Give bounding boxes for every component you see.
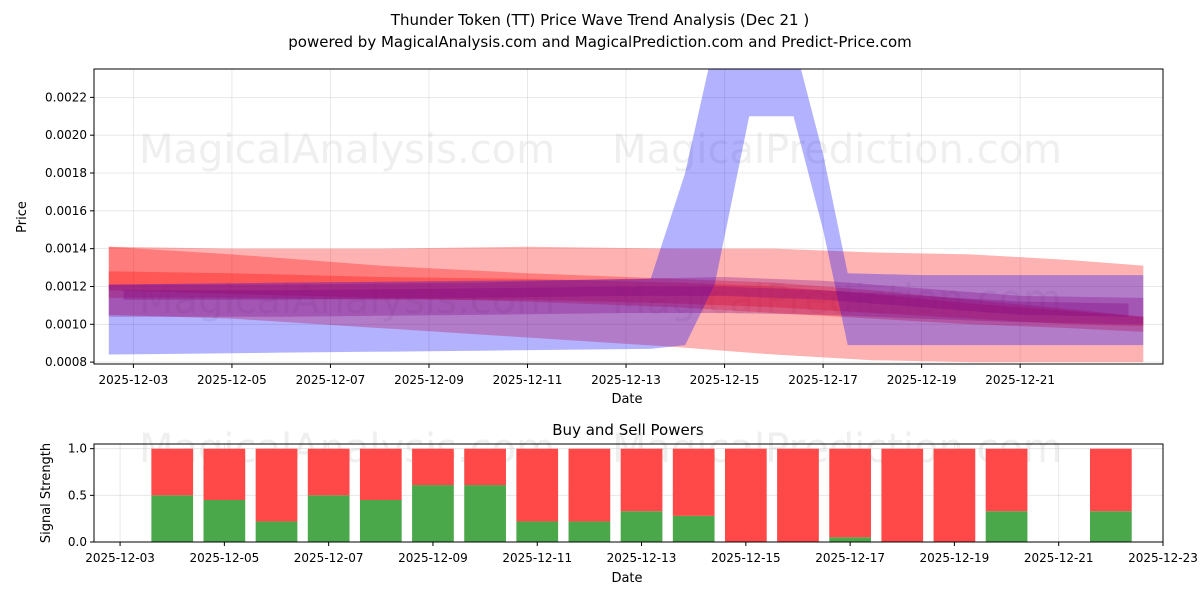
sell-bar: [620, 448, 663, 512]
buy-bar: [203, 500, 246, 542]
signal-xtick-label: 2025-12-19: [920, 551, 990, 565]
price-bands: [108, 69, 1144, 363]
price-ytick-label: 0.0010: [45, 317, 87, 331]
price-xlabel: Date: [611, 392, 642, 407]
signal-plot-frame: [93, 443, 1164, 543]
signal-xtick-label: 2025-12-03: [85, 551, 155, 565]
price-ytick-label: 0.0020: [45, 128, 87, 142]
signal-ytick-label: 0.5: [68, 488, 87, 502]
buy-bar: [359, 500, 402, 542]
sell-bar: [568, 448, 611, 522]
sell-bar: [777, 448, 819, 542]
price-band-5: [123, 286, 1129, 317]
signal-xtick-label: 2025-12-15: [711, 551, 781, 565]
sell-bar: [516, 448, 559, 522]
buy-bar: [151, 495, 194, 542]
signal-title: Buy and Sell Powers: [552, 421, 704, 439]
buy-bar: [516, 521, 559, 542]
buy-bar: [620, 511, 663, 542]
sell-bar: [412, 448, 454, 486]
price-ytick-label: 0.0022: [45, 90, 87, 104]
price-band-3: [108, 69, 1144, 355]
signal-xtick-label: 2025-12-09: [398, 551, 468, 565]
signal-xtick-label: 2025-12-07: [294, 551, 364, 565]
price-gridlines: [94, 69, 1163, 364]
price-band-1: [108, 246, 1144, 332]
price-xtick-label: 2025-12-05: [197, 373, 267, 387]
signal-xtick-label: 2025-12-11: [502, 551, 572, 565]
buy-bar: [672, 515, 715, 542]
sell-bar: [829, 448, 871, 538]
buy-bar: [985, 511, 1028, 542]
watermark-right-top: MagicalPrediction.com: [612, 127, 1062, 173]
sell-bar: [672, 448, 715, 516]
buy-bar: [412, 485, 454, 542]
price-ytick-label: 0.0012: [45, 279, 87, 293]
buy-bar: [568, 521, 611, 542]
signal-xtick-label: 2025-12-05: [189, 551, 259, 565]
sell-bar: [464, 448, 506, 486]
signal-xtick-label: 2025-12-13: [607, 551, 677, 565]
watermark-right-mid: MagicalPrediction.com: [612, 277, 1062, 323]
price-ytick-label: 0.0016: [45, 204, 87, 218]
figure-title: Thunder Token (TT) Price Wave Trend Anal…: [390, 11, 809, 29]
price-xtick-label: 2025-12-17: [788, 373, 858, 387]
signal-xtick-label: 2025-12-23: [1128, 551, 1198, 565]
price-xtick-label: 2025-12-09: [394, 373, 464, 387]
signal-bars: [151, 448, 1132, 542]
buy-bar: [307, 495, 350, 542]
price-xtick-label: 2025-12-19: [887, 373, 957, 387]
price-xtick-label: 2025-12-11: [493, 373, 563, 387]
price-ytick-label: 0.0014: [45, 242, 87, 256]
sell-bar: [985, 448, 1028, 512]
sell-bar: [307, 448, 350, 496]
signal-ytick-label: 1.0: [68, 442, 87, 456]
signal-xtick-label: 2025-12-17: [815, 551, 885, 565]
buy-bar: [464, 485, 506, 542]
signal-ytick-label: 0.0: [68, 535, 87, 549]
price-ylabel: Price: [15, 201, 30, 233]
signal-axes: 0.0 0.5 1.0 2025-12-03 2025-12-05 2025-12-07 2…: [68, 442, 1198, 565]
sell-bar: [255, 448, 298, 522]
watermark-left-mid: MagicalAnalysis.com: [139, 277, 555, 323]
price-band-2: [108, 271, 1144, 327]
price-ytick-label: 0.0008: [45, 355, 87, 369]
price-band-group: [108, 69, 1144, 363]
price-axes: 0.0008 0.0010 0.0012 0.0014 0.0016 0.0018 0.00…: [45, 90, 1055, 387]
sell-bar: [151, 448, 194, 496]
price-xtick-label: 2025-12-03: [99, 373, 169, 387]
price-xtick-label: 2025-12-07: [296, 373, 366, 387]
buy-bar: [255, 521, 298, 542]
watermark-left-top: MagicalAnalysis.com: [139, 127, 555, 173]
price-xtick-label: 2025-12-21: [985, 373, 1055, 387]
sell-bar: [933, 448, 976, 542]
sell-bar: [724, 448, 767, 542]
signal-xlabel: Date: [611, 571, 642, 586]
signal-xtick-label: 2025-12-21: [1024, 551, 1094, 565]
price-plot-frame: [93, 68, 1164, 365]
price-band-4: [108, 277, 1144, 325]
price-ytick-label: 0.0018: [45, 166, 87, 180]
buy-bar: [829, 537, 871, 542]
buy-bar: [1089, 511, 1132, 542]
price-band-0: [108, 246, 1144, 363]
sell-bar: [881, 448, 924, 542]
price-xtick-label: 2025-12-13: [591, 373, 661, 387]
signal-ylabel: Signal Strength: [39, 443, 54, 543]
sell-bar: [359, 448, 402, 500]
price-xtick-label: 2025-12-15: [690, 373, 760, 387]
sell-bar: [1089, 448, 1132, 512]
signal-chart: Buy and Sell Powers MagicalAnalysis.com …: [39, 421, 1198, 586]
sell-bar: [203, 448, 246, 500]
price-chart: MagicalAnalysis.com MagicalPrediction.co…: [15, 68, 1164, 407]
figure-subtitle: powered by MagicalAnalysis.com and Magic…: [288, 33, 912, 51]
